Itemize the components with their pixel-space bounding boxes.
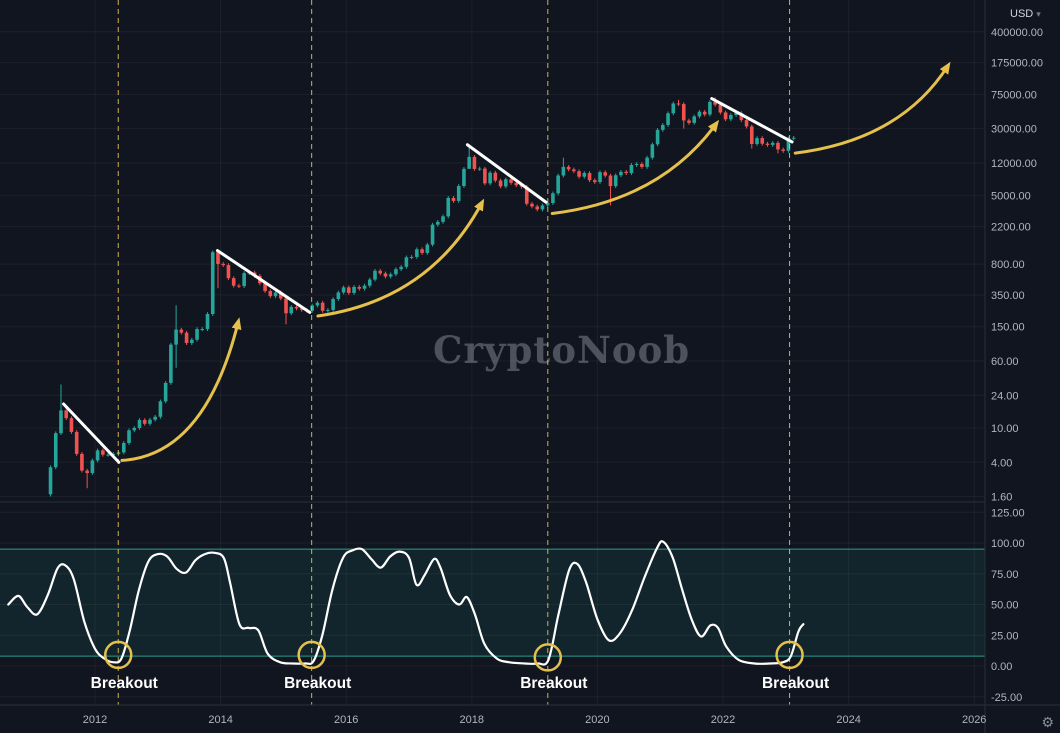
chevron-down-icon: ▾ — [1036, 8, 1041, 19]
price-axis[interactable] — [985, 0, 1060, 705]
price-axis-label: 4.00 — [991, 457, 1012, 469]
breakout-circle — [297, 640, 326, 670]
candles — [48, 97, 796, 497]
oscillator-band — [0, 548, 985, 657]
time-axis-label: 2024 — [836, 714, 860, 726]
time-axis-label: 2020 — [585, 714, 609, 726]
price-axis-label: 400000.00 — [991, 27, 1043, 39]
price-axis-label: 30000.00 — [991, 124, 1037, 136]
time-axis-label: 2014 — [208, 714, 232, 726]
currency-label: USD — [1010, 8, 1034, 20]
price-axis-label: 1.60 — [991, 492, 1012, 504]
price-axis-label: 150.00 — [991, 322, 1025, 334]
price-axis-label: 5000.00 — [991, 191, 1031, 203]
currency-selector[interactable]: USD ▾ — [1010, 8, 1041, 20]
price-axis-label: 75000.00 — [991, 89, 1037, 101]
breakout-circle — [103, 640, 133, 670]
breakout-vlines — [117, 0, 791, 705]
breakout-circle — [533, 643, 563, 672]
indicator-axis-label: 0.00 — [991, 661, 1012, 673]
indicator-axis-label: 125.00 — [991, 507, 1025, 519]
time-axis-label: 2012 — [83, 714, 107, 726]
breakout-label: Breakout — [520, 675, 587, 692]
price-axis-label: 350.00 — [991, 290, 1025, 302]
price-axis-label: 2200.00 — [991, 221, 1031, 233]
time-axis-label: 2026 — [962, 714, 986, 726]
breakout-circle — [775, 640, 804, 670]
oscillator-line — [7, 540, 805, 666]
grid — [0, 0, 985, 705]
indicator-axis-label: -25.00 — [991, 692, 1022, 704]
indicator-axis-label: 75.00 — [991, 569, 1019, 581]
price-axis-label: 12000.00 — [991, 158, 1037, 170]
price-axis-label: 175000.00 — [991, 58, 1043, 70]
price-axis-label: 24.00 — [991, 390, 1019, 402]
trendlines[interactable] — [62, 97, 794, 464]
time-axis[interactable] — [0, 705, 1060, 733]
gear-icon[interactable]: ⚙ — [1041, 714, 1054, 730]
breakout-label: Breakout — [91, 675, 158, 692]
time-axis-label: 2022 — [711, 714, 735, 726]
breakout-label: Breakout — [762, 675, 829, 692]
axis-labels: 400000.00 175000.00 75000.00 30000.00 12000.… — [83, 27, 1043, 726]
price-axis-label: 10.00 — [991, 423, 1019, 435]
trend-arrows[interactable] — [120, 61, 951, 462]
price-axis-label: 60.00 — [991, 356, 1019, 368]
indicator-axis-label: 25.00 — [991, 630, 1019, 642]
breakout-label: Breakout — [284, 675, 351, 692]
price-axis-label: 800.00 — [991, 259, 1025, 271]
time-axis-label: 2016 — [334, 714, 358, 726]
indicator-axis-label: 100.00 — [991, 538, 1025, 550]
time-axis-label: 2018 — [460, 714, 484, 726]
indicator-axis-label: 50.00 — [991, 600, 1019, 612]
